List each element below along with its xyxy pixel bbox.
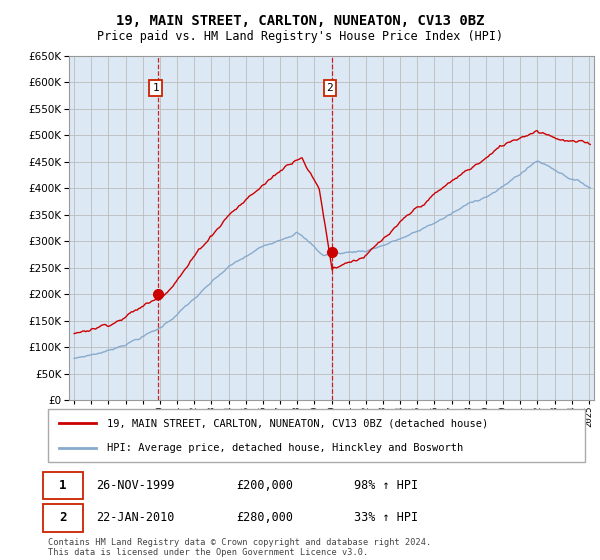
Text: 19, MAIN STREET, CARLTON, NUNEATON, CV13 0BZ (detached house): 19, MAIN STREET, CARLTON, NUNEATON, CV13…: [107, 418, 488, 428]
Text: 26-NOV-1999: 26-NOV-1999: [97, 479, 175, 492]
FancyBboxPatch shape: [43, 472, 83, 500]
Text: 19, MAIN STREET, CARLTON, NUNEATON, CV13 0BZ: 19, MAIN STREET, CARLTON, NUNEATON, CV13…: [116, 14, 484, 28]
Text: 33% ↑ HPI: 33% ↑ HPI: [354, 511, 418, 525]
Text: £200,000: £200,000: [236, 479, 293, 492]
Text: 1: 1: [152, 83, 159, 93]
FancyBboxPatch shape: [43, 504, 83, 532]
Text: 2: 2: [326, 83, 333, 93]
Text: 98% ↑ HPI: 98% ↑ HPI: [354, 479, 418, 492]
Text: £280,000: £280,000: [236, 511, 293, 525]
Text: Price paid vs. HM Land Registry's House Price Index (HPI): Price paid vs. HM Land Registry's House …: [97, 30, 503, 43]
Bar: [158, 56, 332, 400]
Text: 2: 2: [59, 511, 67, 525]
Text: HPI: Average price, detached house, Hinckley and Bosworth: HPI: Average price, detached house, Hinc…: [107, 442, 463, 452]
Text: Contains HM Land Registry data © Crown copyright and database right 2024.
This d: Contains HM Land Registry data © Crown c…: [48, 538, 431, 557]
Text: 22-JAN-2010: 22-JAN-2010: [97, 511, 175, 525]
Text: 1: 1: [59, 479, 67, 492]
FancyBboxPatch shape: [48, 409, 585, 462]
